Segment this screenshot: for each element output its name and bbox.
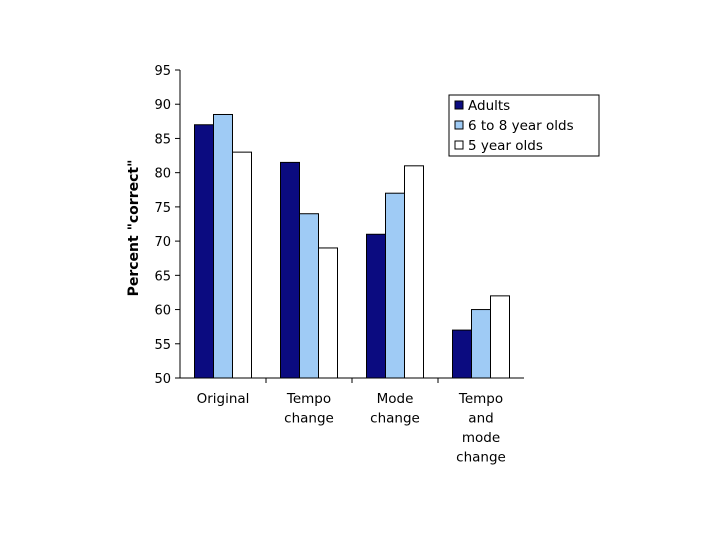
- bar-5-year-olds-0: [232, 151, 252, 379]
- y-tick-label: 55: [154, 338, 171, 353]
- bar-adults-1: [280, 161, 300, 379]
- legend-swatch: [454, 140, 464, 150]
- x-category-label: change: [370, 411, 420, 427]
- bar-5-year-olds-1: [318, 247, 338, 379]
- x-category-label: mode: [462, 430, 500, 446]
- bar-6-to-8-year-olds-2: [385, 192, 405, 379]
- x-category-label: change: [284, 411, 334, 427]
- legend-box: [448, 94, 600, 157]
- bar-adults-0: [194, 124, 214, 379]
- legend-label: Adults: [468, 98, 510, 114]
- bar-5-year-olds-3: [490, 295, 510, 379]
- legend-label: 5 year olds: [468, 138, 543, 154]
- x-categories: Original Tempo change Mode change Tempo and mod…: [197, 378, 506, 466]
- y-tick-label: 80: [154, 167, 171, 182]
- legend-swatch: [454, 120, 464, 130]
- bar-5-year-olds-2: [404, 165, 424, 379]
- bar-6-to-8-year-olds-1: [299, 213, 319, 379]
- x-category-label: Mode: [377, 391, 414, 407]
- y-tick-label: 95: [154, 64, 171, 79]
- x-category-label: Original: [197, 391, 250, 407]
- y-tick-label: 85: [154, 132, 171, 147]
- y-tick-label: 65: [154, 269, 171, 284]
- y-tick-label: 90: [154, 98, 171, 113]
- x-category-label: Tempo: [458, 391, 503, 407]
- bar-adults-3: [452, 329, 472, 379]
- y-tick-label: 50: [154, 372, 171, 387]
- x-category-label: change: [456, 450, 506, 466]
- y-tick-label: 75: [154, 201, 171, 216]
- bars-group: [194, 113, 510, 379]
- bar-adults-2: [366, 233, 386, 379]
- y-tick-label: 70: [154, 235, 171, 250]
- legend-label: 6 to 8 year olds: [468, 118, 574, 134]
- bar-6-to-8-year-olds-3: [471, 309, 491, 379]
- y-tick-label: 60: [154, 304, 171, 319]
- y-ticks: 50 55 60 65 70 75 80 85 90 95: [154, 64, 180, 387]
- x-category-label: Tempo: [286, 391, 331, 407]
- legend-swatch: [454, 100, 464, 110]
- legend: Adults 6 to 8 year olds 5 year olds: [448, 94, 600, 157]
- y-axis-label: Percent "correct": [126, 160, 142, 297]
- bar-6-to-8-year-olds-0: [213, 113, 233, 379]
- x-category-label: and: [468, 411, 493, 427]
